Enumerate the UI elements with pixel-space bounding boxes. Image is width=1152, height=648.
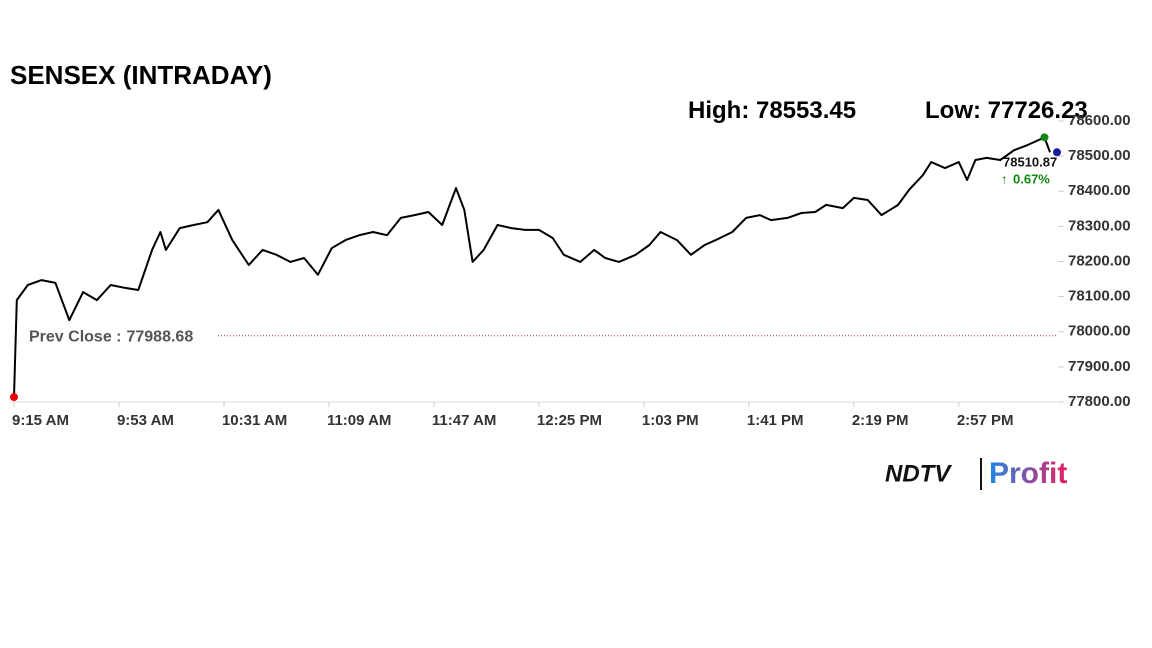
y-tick-label: 78500.00 bbox=[1068, 147, 1131, 164]
y-tick-label: 78300.00 bbox=[1068, 217, 1131, 234]
y-tick-label: 78000.00 bbox=[1068, 323, 1131, 340]
prev-close-text: Prev Close : 77988.68 bbox=[29, 329, 193, 346]
x-tick-label: 11:09 AM bbox=[327, 412, 391, 429]
last-dot bbox=[1053, 148, 1061, 157]
low-text: Low: 77726.23 bbox=[925, 97, 1088, 124]
y-tick-label: 77900.00 bbox=[1068, 358, 1131, 375]
start-dot bbox=[10, 393, 18, 402]
x-tick-label: 9:15 AM bbox=[12, 412, 69, 429]
prev-close-value: 77988.68 bbox=[126, 329, 193, 346]
logo-ndtv: NDTV bbox=[885, 460, 952, 487]
y-tick-label: 78100.00 bbox=[1068, 288, 1131, 305]
y-tick-label: 77800.00 bbox=[1068, 393, 1131, 410]
high-dot bbox=[1040, 133, 1049, 142]
x-tick-label: 2:57 PM bbox=[957, 412, 1014, 429]
chart-title: SENSEX (INTRADAY) bbox=[10, 60, 272, 90]
logo: NDTV Profit bbox=[885, 457, 1067, 490]
high-label: High: bbox=[688, 97, 749, 124]
high-value: 78553.45 bbox=[756, 97, 856, 124]
low-label: Low: bbox=[925, 97, 981, 124]
x-tick-label: 10:31 AM bbox=[222, 412, 287, 429]
change-value: 0.67% bbox=[1013, 171, 1050, 186]
y-tick-label: 78600.00 bbox=[1068, 112, 1131, 129]
change-arrow: ↑ bbox=[1001, 171, 1008, 186]
y-tick-label: 78200.00 bbox=[1068, 252, 1131, 269]
x-tick-label: 9:53 AM bbox=[117, 412, 174, 429]
y-tick-label: 78400.00 bbox=[1068, 182, 1131, 199]
low-value: 77726.23 bbox=[988, 97, 1088, 124]
price-line bbox=[13, 136, 1051, 398]
x-tick-label: 11:47 AM bbox=[432, 412, 496, 429]
x-tick-label: 1:03 PM bbox=[642, 412, 699, 429]
high-text: High: 78553.45 bbox=[688, 97, 856, 124]
x-tick-label: 2:19 PM bbox=[852, 412, 909, 429]
logo-profit: Profit bbox=[989, 457, 1067, 490]
x-tick-label: 12:25 PM bbox=[537, 412, 602, 429]
x-tick-label: 1:41 PM bbox=[747, 412, 804, 429]
prev-close-label: Prev Close : bbox=[29, 329, 121, 346]
last-value: 78510.87 bbox=[1003, 154, 1057, 169]
